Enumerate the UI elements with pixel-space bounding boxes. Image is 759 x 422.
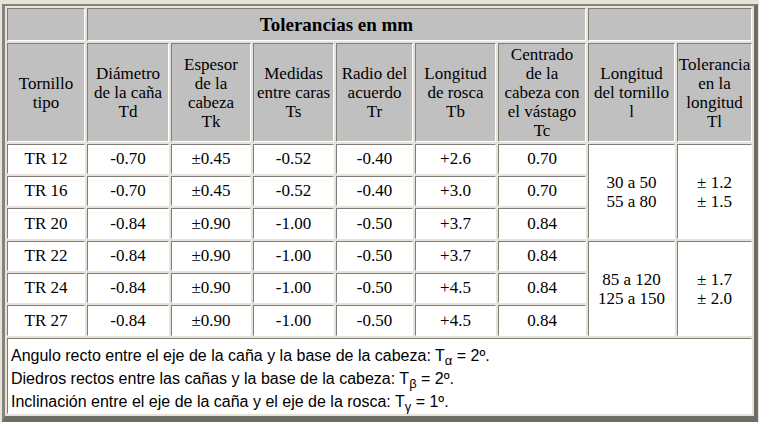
col-header-espesor-tk: Espesor de la cabeza Tk (171, 43, 251, 142)
cell-ts: -0.52 (253, 176, 334, 206)
col-header-radio-tr: Radio del acuerdo Tr (336, 43, 413, 142)
col-header-tornillo-tipo: Tornillo tipo (7, 43, 85, 142)
cell-tc: 0.84 (498, 241, 586, 271)
cell-td: -0.84 (87, 305, 169, 336)
note-line: Angulo recto entre el eje de la caña y l… (11, 344, 748, 367)
col-header-longitud-tb: Longitud de rosca Tb (415, 43, 496, 142)
cell-tr: -0.50 (336, 241, 413, 271)
cell-tb: +4.5 (415, 305, 496, 336)
cell-tolerancia-group: ± 1.7 ± 2.0 (677, 241, 752, 336)
col-header-tolerancia-tl: Tolerancia en la longitud Tl (677, 43, 752, 142)
cell-tk: ±0.90 (171, 208, 251, 239)
cell-tk: ±0.90 (171, 273, 251, 303)
cell-ts: -1.00 (253, 208, 334, 239)
cell-td: -0.70 (87, 144, 169, 174)
cell-ts: -1.00 (253, 273, 334, 303)
cell-tk: ±0.45 (171, 144, 251, 174)
notes-cell: Angulo recto entre el eje de la caña y l… (7, 338, 752, 414)
cell-tipo: TR 22 (7, 241, 85, 271)
cell-tb: +3.7 (415, 208, 496, 239)
cell-tr: -0.40 (336, 144, 413, 174)
cell-tc: 0.84 (498, 305, 586, 336)
note-line: Diedros rectos entre las cañas y la base… (11, 367, 748, 390)
cell-td: -0.84 (87, 273, 169, 303)
cell-tb: +3.7 (415, 241, 496, 271)
table-title: Tolerancias en mm (87, 8, 586, 41)
cell-tc: 0.84 (498, 208, 586, 239)
col-header-longitud-l: Longitud del tornillo l (588, 43, 675, 142)
table-row: TR 12 -0.70 ±0.45 -0.52 -0.40 +2.6 0.70 … (7, 144, 752, 174)
table-row: TR 22 -0.84 ±0.90 -1.00 -0.50 +3.7 0.84 … (7, 241, 752, 271)
cell-tk: ±0.45 (171, 176, 251, 206)
cell-ts: -1.00 (253, 241, 334, 271)
cell-td: -0.84 (87, 241, 169, 271)
cell-tr: -0.50 (336, 273, 413, 303)
cell-tk: ±0.90 (171, 305, 251, 336)
cell-tipo: TR 12 (7, 144, 85, 174)
note-line: Inclinación entre el eje de la caña y el… (11, 390, 748, 413)
cell-tb: +4.5 (415, 273, 496, 303)
tolerances-table: Tolerancias en mm Tornillo tipo Diámetro… (2, 4, 758, 422)
cell-tc: 0.70 (498, 176, 586, 206)
cell-tk: ±0.90 (171, 241, 251, 271)
cell-tb: +2.6 (415, 144, 496, 174)
cell-td: -0.84 (87, 208, 169, 239)
cell-tipo: TR 27 (7, 305, 85, 336)
cell-tipo: TR 24 (7, 273, 85, 303)
cell-td: -0.70 (87, 176, 169, 206)
cell-longitud-group: 85 a 120 125 a 150 (588, 241, 675, 336)
top-right-cell (588, 8, 752, 41)
col-header-centrado-tc: Centrado de la cabeza con el vástago Tc (498, 43, 586, 142)
cell-tolerancia-group: ± 1.2 ± 1.5 (677, 144, 752, 239)
cell-tr: -0.40 (336, 176, 413, 206)
cell-tr: -0.50 (336, 305, 413, 336)
cell-ts: -0.52 (253, 144, 334, 174)
cell-tb: +3.0 (415, 176, 496, 206)
cell-tc: 0.84 (498, 273, 586, 303)
col-header-diametro-td: Diámetro de la caña Td (87, 43, 169, 142)
cell-tipo: TR 20 (7, 208, 85, 239)
cell-tipo: TR 16 (7, 176, 85, 206)
cell-longitud-group: 30 a 50 55 a 80 (588, 144, 675, 239)
cell-tc: 0.70 (498, 144, 586, 174)
cell-ts: -1.00 (253, 305, 334, 336)
cell-tr: -0.50 (336, 208, 413, 239)
col-header-medidas-ts: Medidas entre caras Ts (253, 43, 334, 142)
corner-cell (7, 8, 85, 41)
